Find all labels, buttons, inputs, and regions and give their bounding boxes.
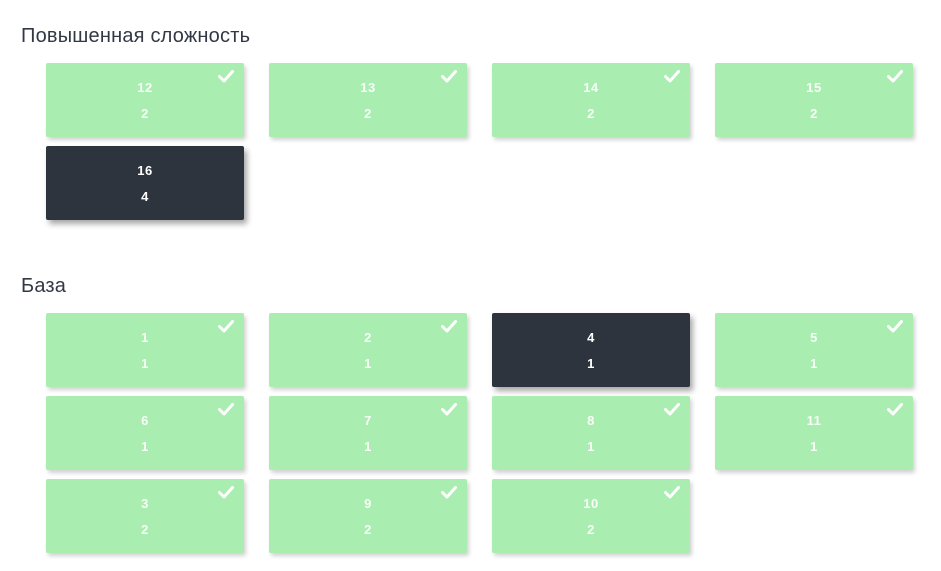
module-number: 2 — [364, 329, 372, 345]
module-number: 15 — [806, 79, 822, 95]
module-number: 4 — [587, 329, 595, 345]
module-score: 2 — [587, 521, 595, 537]
section-title-advanced: Повышенная сложность — [21, 25, 251, 47]
section-base: База 1 1 2 1 4 1 5 1 6 1 7 1 8 1 11 1 3 2 9 2 10 2 — [21, 275, 941, 553]
check-icon — [441, 320, 457, 333]
modules-page: Повышенная сложность 12 2 13 2 14 2 15 2 16 4 Баз… — [21, 25, 941, 553]
card-grid-base: 1 1 2 1 4 1 5 1 6 1 7 1 8 1 11 1 3 2 9 2 10 2 — [46, 313, 941, 553]
module-number: 5 — [810, 329, 818, 345]
module-score: 1 — [587, 355, 595, 371]
module-number: 9 — [364, 495, 372, 511]
check-icon — [664, 486, 680, 499]
module-card-16[interactable]: 16 4 — [46, 146, 244, 220]
check-icon — [887, 70, 903, 83]
module-number: 16 — [137, 162, 153, 178]
module-number: 6 — [141, 412, 149, 428]
module-card-13[interactable]: 13 2 — [269, 63, 467, 137]
module-card-10[interactable]: 10 2 — [492, 479, 690, 553]
module-score: 1 — [810, 438, 818, 454]
check-icon — [441, 403, 457, 416]
check-icon — [664, 403, 680, 416]
check-icon — [441, 70, 457, 83]
module-score: 2 — [141, 105, 149, 121]
card-grid-advanced: 12 2 13 2 14 2 15 2 16 4 — [46, 63, 941, 220]
check-icon — [218, 403, 234, 416]
module-number: 1 — [141, 329, 149, 345]
check-icon — [664, 70, 680, 83]
check-icon — [218, 320, 234, 333]
module-score: 1 — [364, 355, 372, 371]
module-score: 1 — [141, 355, 149, 371]
module-number: 8 — [587, 412, 595, 428]
module-score: 1 — [141, 438, 149, 454]
check-icon — [218, 486, 234, 499]
module-score: 1 — [364, 438, 372, 454]
module-number: 14 — [583, 79, 599, 95]
module-score: 2 — [364, 521, 372, 537]
section-title-base: База — [21, 275, 67, 297]
module-score: 1 — [587, 438, 595, 454]
section-advanced: Повышенная сложность 12 2 13 2 14 2 15 2 16 4 — [21, 25, 941, 220]
module-number: 10 — [583, 495, 599, 511]
check-icon — [887, 403, 903, 416]
module-number: 12 — [137, 79, 153, 95]
module-number: 7 — [364, 412, 372, 428]
module-score: 4 — [141, 188, 149, 204]
module-score: 2 — [141, 521, 149, 537]
check-icon — [218, 70, 234, 83]
check-icon — [441, 486, 457, 499]
module-score: 2 — [587, 105, 595, 121]
check-icon — [887, 320, 903, 333]
module-score: 1 — [810, 355, 818, 371]
module-score: 2 — [364, 105, 372, 121]
module-card-14[interactable]: 14 2 — [492, 63, 690, 137]
module-number: 13 — [360, 79, 376, 95]
module-card-15[interactable]: 15 2 — [715, 63, 913, 137]
module-card-12[interactable]: 12 2 — [46, 63, 244, 137]
module-number: 11 — [806, 412, 822, 428]
module-number: 3 — [141, 495, 149, 511]
module-score: 2 — [810, 105, 818, 121]
module-card-11[interactable]: 11 1 — [715, 396, 913, 470]
